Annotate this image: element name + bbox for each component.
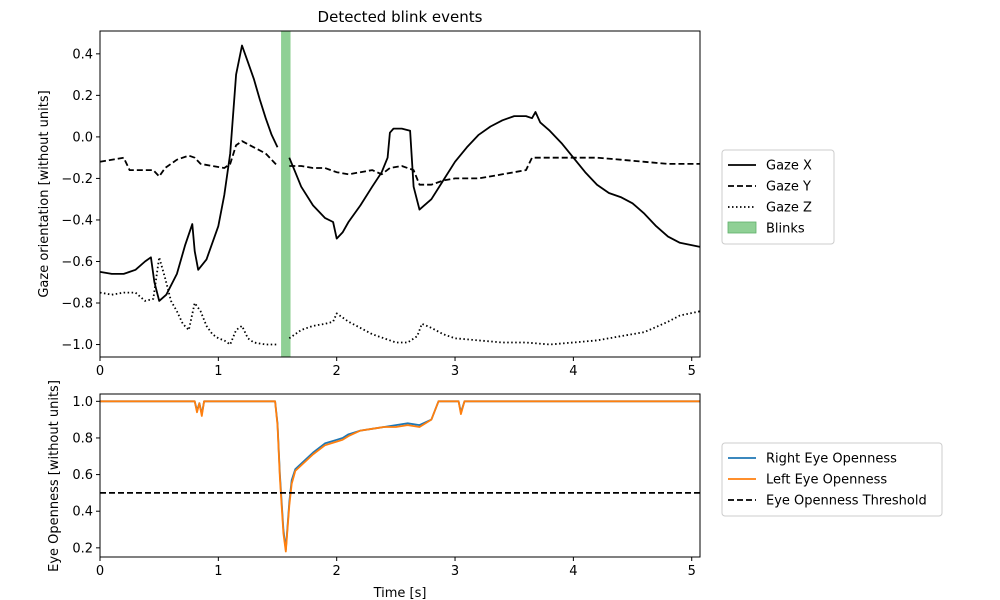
gaze-legend: Gaze X Gaze Y Gaze Z Blinks [721,149,835,245]
gaze-legend-label: Blinks [766,222,805,237]
series-gaze-z [99,256,278,346]
gaze-legend-frame [721,149,835,245]
blink-span [281,31,291,357]
series-gaze-z [288,310,701,346]
gaze-x-tick-label: 1 [214,364,222,379]
time-x-axis-label: Time [s] [373,586,427,600]
openness-x-tick-label: 5 [688,564,696,579]
gaze-legend-label: Gaze Z [766,201,812,216]
gaze-panel: Detected blink events Gaze orientation [… [37,8,835,379]
gaze-x-tick-label: 2 [333,364,341,379]
openness-y-tick-label: 1.0 [72,395,93,410]
gaze-y-tick-label: −1.0 [61,338,93,353]
openness-y-axis-label: Eye Openness [without units] [47,380,62,572]
gaze-y-tick-label: −0.8 [61,297,93,312]
series-gaze-x [99,44,279,302]
openness-legend-label: Right Eye Openness [766,452,897,467]
gaze-axes-border [99,30,701,358]
gaze-y-axis-label: Gaze orientation [without units] [37,90,52,297]
gaze-y-tick-label: 0.4 [72,47,93,62]
openness-panel: Eye Openness [without units] Time [s] 0 1… [47,380,943,600]
series-gaze-y [289,156,700,186]
openness-axes-border [99,393,701,558]
gaze-y-tick-label: −0.4 [61,213,93,228]
series-left-eye-openness [100,400,700,553]
openness-y-tick-label: 0.2 [72,541,93,556]
gaze-x-tick-label: 3 [451,364,459,379]
chart-title: Detected blink events [318,8,483,26]
gaze-legend-swatch [727,221,757,234]
openness-x-tick-label: 1 [214,564,222,579]
openness-legend: Right Eye Openness Left Eye Openness Eye O… [721,442,943,517]
gaze-x-tick-label: 4 [569,364,577,379]
gaze-legend-label: Gaze X [766,159,812,174]
openness-legend-label: Left Eye Openness [766,473,887,488]
series-gaze-y [99,140,279,178]
openness-x-tick-label: 0 [96,564,104,579]
openness-y-tick-label: 0.8 [72,431,93,446]
openness-x-tick-label: 2 [333,564,341,579]
gaze-y-tick-label: −0.6 [61,255,93,270]
series-gaze-x [288,111,701,248]
openness-y-tick-label: 0.4 [72,505,93,520]
gaze-x-tick-label: 0 [96,364,104,379]
gaze-y-tick-label: −0.2 [61,172,93,187]
openness-x-tick-label: 3 [451,564,459,579]
gaze-x-tick-label: 5 [688,364,696,379]
gaze-plot-area: 0 1 2 3 4 5 −1.0 −0.8 −0.6 −0.4 −0.2 0.0 0.2 0.4 [61,30,701,379]
openness-y-tick-label: 0.6 [72,468,93,483]
gaze-y-tick-label: 0.0 [72,130,93,145]
gaze-y-tick-label: 0.2 [72,89,93,104]
openness-plot-area: 0 1 2 3 4 5 0.2 0.4 0.6 0.8 1.0 [72,393,701,579]
openness-legend-label: Eye Openness Threshold [766,494,927,509]
openness-legend-frame [721,442,943,517]
openness-x-tick-label: 4 [569,564,577,579]
gaze-legend-label: Gaze Y [766,180,811,195]
